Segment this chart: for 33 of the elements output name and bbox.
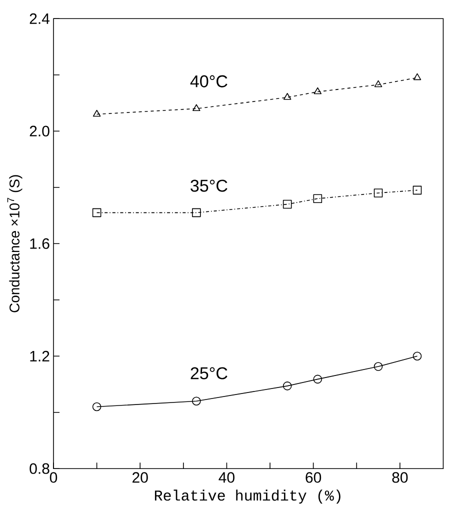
series-label: 35°C bbox=[190, 180, 228, 192]
series-label: 25°C bbox=[190, 367, 228, 380]
y-axis-title: Conductance ×10$^{7}$ (S) bbox=[7, 175, 22, 312]
point bbox=[414, 73, 422, 80]
x-tick-label: 20 bbox=[132, 472, 148, 483]
x-axis-title: Relative humidity (%) bbox=[155, 490, 341, 504]
y-tick-label: 2.4 bbox=[30, 13, 50, 24]
point bbox=[412, 186, 422, 195]
point bbox=[93, 110, 101, 117]
point bbox=[192, 208, 201, 218]
y-tick-label: 1.6 bbox=[30, 238, 50, 249]
point bbox=[374, 80, 382, 88]
point bbox=[313, 194, 322, 204]
point bbox=[192, 396, 201, 406]
y-tick-label: 1.2 bbox=[30, 350, 50, 362]
x-tick-label: 0 bbox=[50, 472, 58, 483]
point bbox=[283, 382, 292, 390]
y-tick-label: 0.8 bbox=[30, 463, 50, 474]
x-tick-label: 40 bbox=[218, 472, 235, 483]
point bbox=[192, 104, 200, 112]
point bbox=[314, 87, 322, 94]
point bbox=[374, 362, 383, 371]
x-tick-label: 60 bbox=[306, 472, 322, 483]
point bbox=[92, 402, 102, 412]
point bbox=[92, 208, 102, 218]
y-tick-label: 2.0 bbox=[30, 126, 50, 136]
x-tick-label: 80 bbox=[392, 472, 408, 483]
point bbox=[284, 92, 292, 100]
series-label: 40°C bbox=[190, 75, 228, 88]
point bbox=[313, 374, 322, 384]
point bbox=[412, 352, 422, 361]
point bbox=[374, 188, 383, 198]
point bbox=[283, 200, 292, 209]
